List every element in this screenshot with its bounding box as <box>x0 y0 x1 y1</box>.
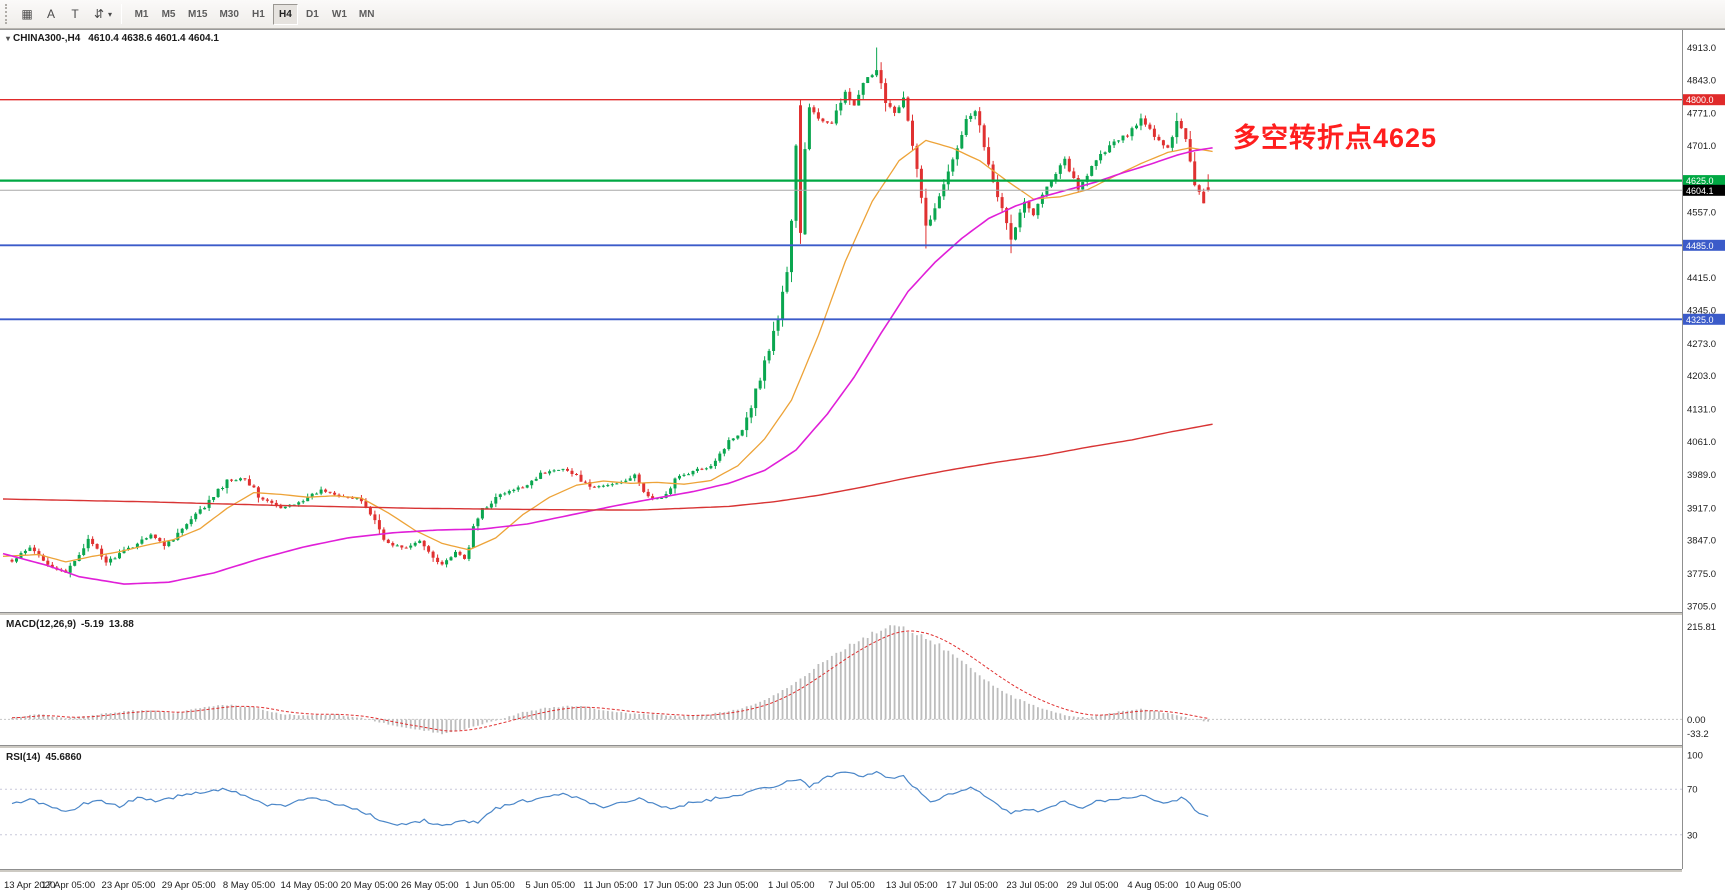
svg-text:23 Apr 05:00: 23 Apr 05:00 <box>102 880 156 891</box>
price-tag-4325.0 <box>1683 313 1725 325</box>
ma-fast-line <box>2 139 1213 563</box>
svg-text:5 Jun 05:00: 5 Jun 05:00 <box>525 880 575 891</box>
toolbar-grip[interactable] <box>5 4 11 24</box>
chart-title: ▾ CHINA300-,H4 4610.4 4638.6 4601.4 4604.1 <box>6 33 219 44</box>
svg-text:3775.0: 3775.0 <box>1687 569 1716 580</box>
macd-name: MACD(12,26,9) <box>6 619 77 630</box>
panel-borders <box>0 29 1725 873</box>
svg-text:3847.0: 3847.0 <box>1687 536 1716 547</box>
svg-text:14 May 05:00: 14 May 05:00 <box>280 880 338 891</box>
svg-text:-33.2: -33.2 <box>1687 729 1709 740</box>
macd-main-value: -5.19 <box>81 619 104 630</box>
svg-text:23 Jul 05:00: 23 Jul 05:00 <box>1006 880 1058 891</box>
svg-text:23 Jun 05:00: 23 Jun 05:00 <box>704 880 759 891</box>
svg-text:4771.0: 4771.0 <box>1687 109 1716 120</box>
svg-text:17 Jun 05:00: 17 Jun 05:00 <box>643 880 698 891</box>
timeframe-w1-button[interactable]: W1 <box>327 4 352 25</box>
svg-text:3705.0: 3705.0 <box>1687 601 1716 612</box>
svg-text:17 Jul 05:00: 17 Jul 05:00 <box>946 880 998 891</box>
svg-text:4273.0: 4273.0 <box>1687 339 1716 350</box>
ma-mid-line <box>2 147 1213 585</box>
macd-panel <box>0 625 1682 735</box>
svg-text:4325.0: 4325.0 <box>1686 315 1714 325</box>
tile-windows-icon[interactable]: ▦ <box>16 3 38 25</box>
ma-slow-line <box>2 423 1213 511</box>
collapse-arrow-icon[interactable]: ▾ <box>6 34 11 43</box>
svg-text:11 Jun 05:00: 11 Jun 05:00 <box>583 880 637 891</box>
svg-text:70: 70 <box>1687 785 1698 796</box>
svg-text:13 Jul 05:00: 13 Jul 05:00 <box>886 880 938 891</box>
macd-signal-value: 13.88 <box>108 619 134 630</box>
rsi-label: RSI(14) 45.6860 <box>6 752 82 763</box>
svg-text:4345.0: 4345.0 <box>1687 306 1716 317</box>
ohlc-values: 4610.4 4638.6 4601.4 4604.1 <box>88 33 219 44</box>
text-box-icon[interactable]: T <box>64 3 86 25</box>
dropdown-caret-icon[interactable]: ▾ <box>108 9 113 19</box>
moving-averages <box>2 139 1213 585</box>
timeframe-d1-button[interactable]: D1 <box>300 4 325 25</box>
timeframe-m1-button[interactable]: M1 <box>129 4 154 25</box>
svg-text:13 Apr 2020: 13 Apr 2020 <box>4 880 55 891</box>
rsi-value: 45.6860 <box>45 752 82 763</box>
svg-text:29 Apr 05:00: 29 Apr 05:00 <box>162 880 216 891</box>
price-axis[interactable]: 4913.0 4843.0 4771.0 4701.0 4557.0 4415.0 4345… <box>1682 30 1725 896</box>
svg-text:0.00: 0.00 <box>1687 715 1706 726</box>
rsi-line <box>11 770 1209 827</box>
svg-text:4800.0: 4800.0 <box>1686 95 1714 105</box>
price-tag-4485.0 <box>1683 239 1725 251</box>
svg-text:4061.0: 4061.0 <box>1687 437 1716 448</box>
timeframe-mn-button[interactable]: MN <box>354 4 380 25</box>
price-tag-4625.0 <box>1683 175 1725 187</box>
rsi-name: RSI(14) <box>6 752 41 763</box>
svg-text:4843.0: 4843.0 <box>1687 75 1716 86</box>
svg-text:29 Jul 05:00: 29 Jul 05:00 <box>1067 880 1119 891</box>
timeframe-m30-button[interactable]: M30 <box>214 4 243 25</box>
svg-text:4485.0: 4485.0 <box>1686 241 1714 251</box>
timeframe-m5-button[interactable]: M5 <box>156 4 181 25</box>
timeframe-h4-button[interactable]: H4 <box>272 3 298 25</box>
svg-text:4913.0: 4913.0 <box>1687 43 1716 54</box>
price-tag-4800.0 <box>1683 94 1725 106</box>
svg-text:10 Aug 05:00: 10 Aug 05:00 <box>1185 880 1241 891</box>
svg-text:20 May 05:00: 20 May 05:00 <box>341 880 399 891</box>
svg-text:4701.0: 4701.0 <box>1687 141 1716 152</box>
timeframe-m15-button[interactable]: M15 <box>183 4 212 25</box>
candles[interactable] <box>10 47 1210 578</box>
toolbar-separator <box>121 4 123 24</box>
price-tag-4604.1 <box>1683 184 1725 196</box>
svg-text:26 May 05:00: 26 May 05:00 <box>401 880 459 891</box>
rsi-panel <box>0 770 1682 836</box>
svg-text:4203.0: 4203.0 <box>1687 371 1716 382</box>
svg-text:4604.1: 4604.1 <box>1686 186 1714 196</box>
svg-text:7 Jul 05:00: 7 Jul 05:00 <box>828 880 874 891</box>
svg-text:215.81: 215.81 <box>1687 622 1716 633</box>
timeframe-h1-button[interactable]: H1 <box>246 4 271 25</box>
svg-text:100: 100 <box>1687 751 1703 762</box>
svg-text:4625.0: 4625.0 <box>1686 176 1714 186</box>
svg-text:8 May 05:00: 8 May 05:00 <box>223 880 275 891</box>
macd-label: MACD(12,26,9) -5.19 13.88 <box>6 619 134 630</box>
svg-text:1 Jun 05:00: 1 Jun 05:00 <box>465 880 515 891</box>
svg-text:30: 30 <box>1687 830 1698 841</box>
svg-text:1 Jul 05:00: 1 Jul 05:00 <box>768 880 814 891</box>
horizontal-lines[interactable] <box>0 98 1682 321</box>
text-cursor-icon[interactable]: A <box>40 3 62 25</box>
main-toolbar: ▦ A T ⇵ ▾ M1 M5 M15 M30 H1 H4 D1 W1 MN <box>0 0 1725 29</box>
svg-text:4415.0: 4415.0 <box>1687 273 1716 284</box>
scale-arrows-icon[interactable]: ⇵ <box>88 3 110 25</box>
svg-text:4 Aug 05:00: 4 Aug 05:00 <box>1127 880 1178 891</box>
svg-text:3989.0: 3989.0 <box>1687 470 1716 481</box>
svg-text:4557.0: 4557.0 <box>1687 208 1716 219</box>
chart-annotation[interactable]: 多空转折点4625 <box>1233 123 1438 153</box>
macd-signal-line <box>11 630 1209 732</box>
svg-text:4131.0: 4131.0 <box>1687 404 1716 415</box>
svg-text:17 Apr 05:00: 17 Apr 05:00 <box>41 880 95 891</box>
svg-text:3917.0: 3917.0 <box>1687 503 1716 514</box>
symbol-period-label: CHINA300-,H4 <box>13 33 81 44</box>
